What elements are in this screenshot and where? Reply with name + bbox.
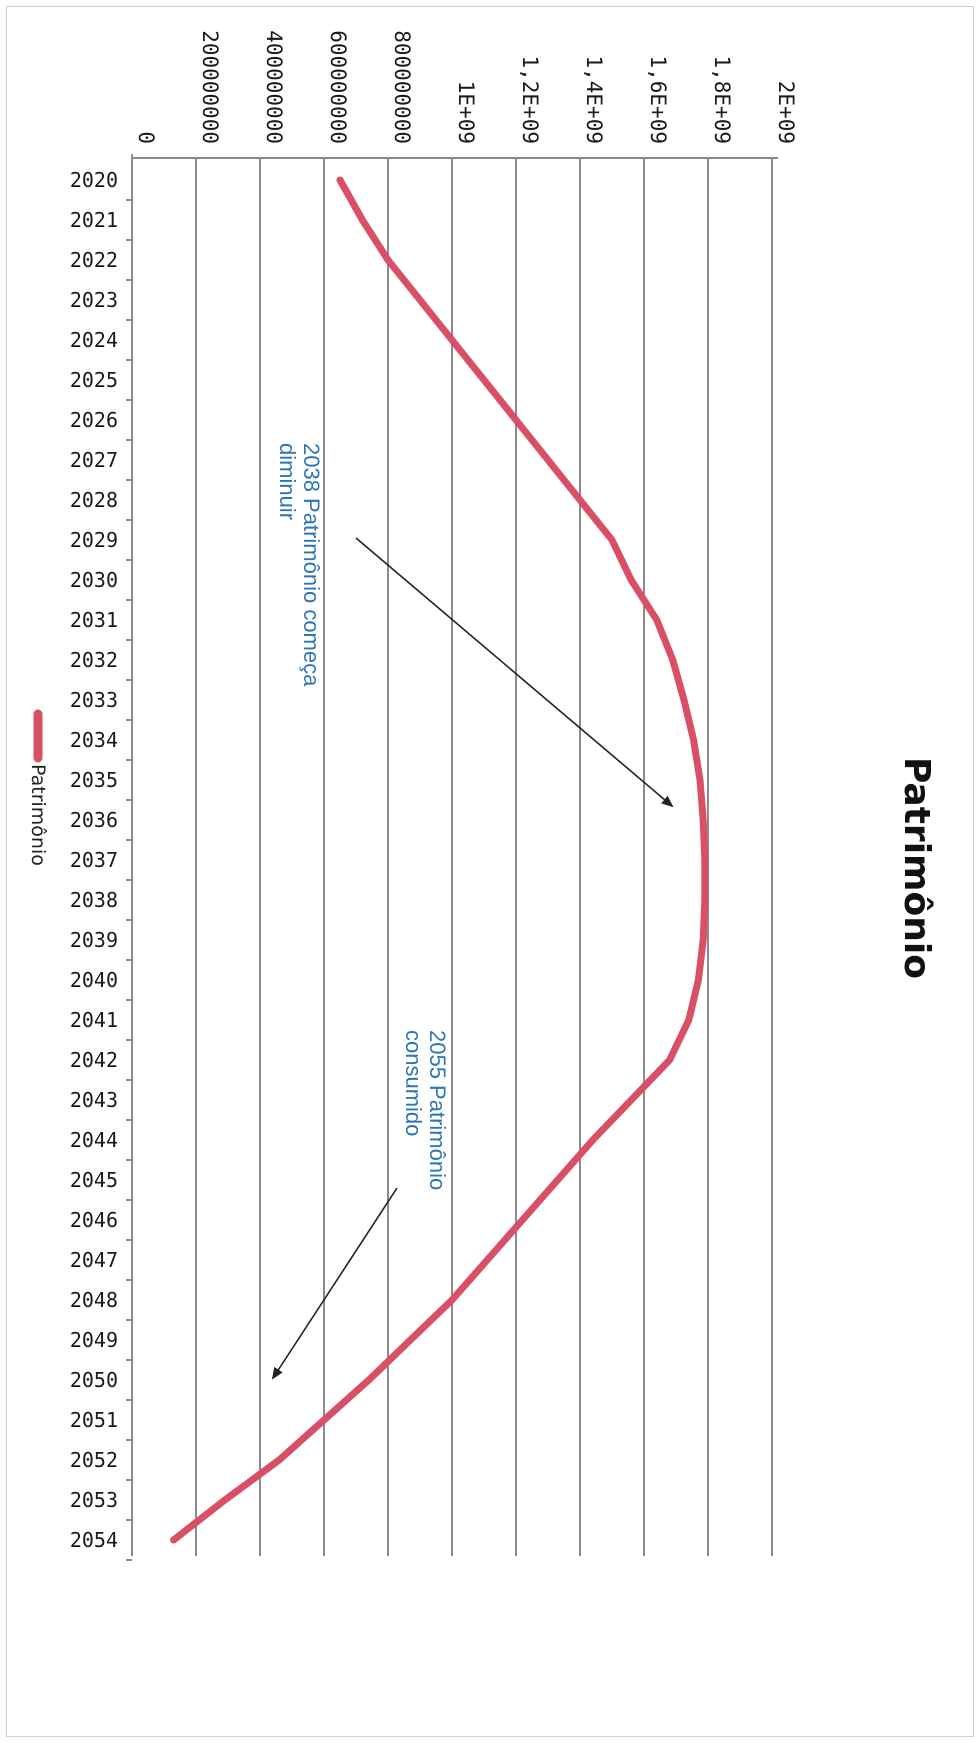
value-tick-label: 1,4E+09 [582, 55, 606, 144]
value-tick-label: 0 [134, 131, 158, 144]
year-tick-label: 2046 [70, 1208, 118, 1232]
annotation-text-line: consumido [401, 1030, 426, 1136]
year-tick-label: 2035 [70, 768, 118, 792]
chart-title: Patrimônio [896, 757, 937, 979]
year-tick-label: 2042 [70, 1048, 118, 1072]
value-tick-label: 600000000 [326, 30, 350, 144]
value-tick-label: 1,8E+09 [710, 55, 734, 144]
year-tick-label: 2051 [70, 1408, 118, 1432]
year-tick-label: 2037 [70, 848, 118, 872]
year-tick-label: 2026 [70, 408, 118, 432]
year-tick-label: 2022 [70, 248, 118, 272]
year-tick-label: 2054 [70, 1528, 118, 1552]
annotation-arrow [355, 537, 674, 808]
value-tick-label: 1E+09 [454, 81, 478, 144]
legend: Patrimônio [27, 709, 49, 866]
annotation-text-line: 2055 Patrimônio [425, 1030, 450, 1190]
year-tick-label: 2032 [70, 648, 118, 672]
value-tick-label: 800000000 [390, 30, 414, 144]
year-tick-label: 2036 [70, 808, 118, 832]
year-tick-label: 2053 [70, 1488, 118, 1512]
series-layer [170, 176, 709, 1544]
year-tick-label: 2030 [70, 568, 118, 592]
year-tick-label: 2050 [70, 1368, 118, 1392]
year-tick-label: 2025 [70, 368, 118, 392]
year-tick-label: 2040 [70, 968, 118, 992]
annotation-arrow [271, 1187, 398, 1380]
year-tick-label: 2041 [70, 1008, 118, 1032]
legend-label: Patrimônio [27, 764, 49, 866]
value-tick-label: 200000000 [198, 30, 222, 144]
year-tick-label: 2027 [70, 448, 118, 472]
year-tick-label: 2029 [70, 528, 118, 552]
year-tick-label: 2031 [70, 608, 118, 632]
value-tick-label: 400000000 [262, 30, 286, 144]
value-tick-label: 1,6E+09 [646, 55, 670, 144]
year-tick-label: 2048 [70, 1288, 118, 1312]
title-group: Patrimônio [896, 757, 937, 979]
year-tick-label: 2038 [70, 888, 118, 912]
year-tick-label: 2020 [70, 168, 118, 192]
year-tick-label: 2033 [70, 688, 118, 712]
gridlines [195, 158, 773, 1556]
year-tick-label: 2043 [70, 1088, 118, 1112]
year-tick-label: 2024 [70, 328, 118, 352]
year-tick-label: 2021 [70, 208, 118, 232]
year-tick-label: 2045 [70, 1168, 118, 1192]
year-tick-label: 2052 [70, 1448, 118, 1472]
annotation-text-line: diminuir [275, 443, 300, 520]
axes: 0 200000000 400000000 600000000 800000000 1E+… [70, 30, 798, 1561]
year-tick-label: 2028 [70, 488, 118, 512]
series-line-patrimonio [170, 176, 709, 1544]
chart-frame [6, 6, 974, 1737]
year-tick-label: 2023 [70, 288, 118, 312]
annotation-text-line: 2038 Patrimônio começa [299, 443, 324, 687]
year-tick-label: 2047 [70, 1248, 118, 1272]
year-tick-label: 2034 [70, 728, 118, 752]
year-tick-label: 2044 [70, 1128, 118, 1152]
year-tick-label: 2049 [70, 1328, 118, 1352]
year-tick-label: 2039 [70, 928, 118, 952]
value-tick-label: 2E+09 [774, 81, 798, 144]
value-tick-label: 1,2E+09 [518, 55, 542, 144]
